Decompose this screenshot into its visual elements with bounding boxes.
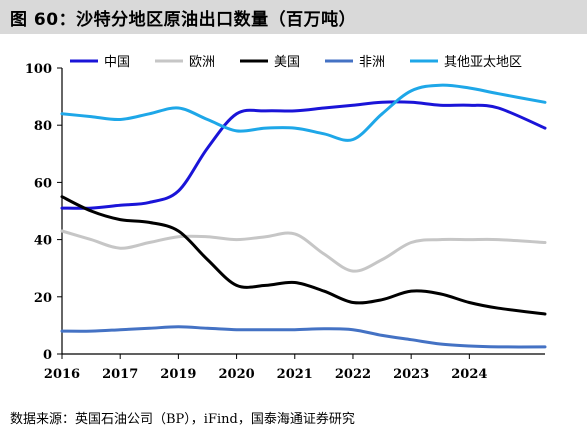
y-tick-label: 20 [34, 291, 52, 306]
title-bar [0, 0, 587, 34]
y-tick-label: 60 [34, 176, 52, 191]
legend-label-2: 欧洲 [189, 55, 215, 70]
x-tick-label: 2016 [44, 367, 80, 382]
x-tick-label: 2017 [102, 367, 138, 382]
line-chart: 0 20 40 60 80 100 2016 2017 2019 2020 2021 2022 2023… [25, 55, 547, 382]
series-2-line [60, 229, 547, 273]
series-5-line [60, 83, 547, 142]
y-tick-label: 40 [34, 234, 52, 249]
x-tick-label: 2019 [160, 367, 196, 382]
legend-label-1: 中国 [104, 55, 130, 70]
y-tick-label: 0 [43, 348, 52, 363]
y-tick-label: 100 [25, 62, 52, 77]
series-1-line [60, 100, 547, 210]
series-4-line [60, 325, 547, 349]
figure-title: 图 60：沙特分地区原油出口数量（百万吨） [10, 10, 357, 30]
legend-label-5: 其他亚太地区 [444, 55, 522, 70]
series-3-line [60, 195, 547, 316]
x-tick-label: 2024 [451, 367, 487, 382]
legend-label-4: 非洲 [359, 55, 385, 70]
legend-label-3: 美国 [274, 55, 300, 70]
source-note: 数据来源：英国石油公司（BP），iFind，国泰海通证券研究 [10, 412, 355, 427]
x-tick-label: 2022 [335, 367, 371, 382]
y-tick-label: 80 [34, 119, 52, 134]
x-tick-label: 2020 [218, 367, 254, 382]
x-tick-label: 2021 [277, 367, 313, 382]
x-tick-label: 2023 [393, 367, 429, 382]
